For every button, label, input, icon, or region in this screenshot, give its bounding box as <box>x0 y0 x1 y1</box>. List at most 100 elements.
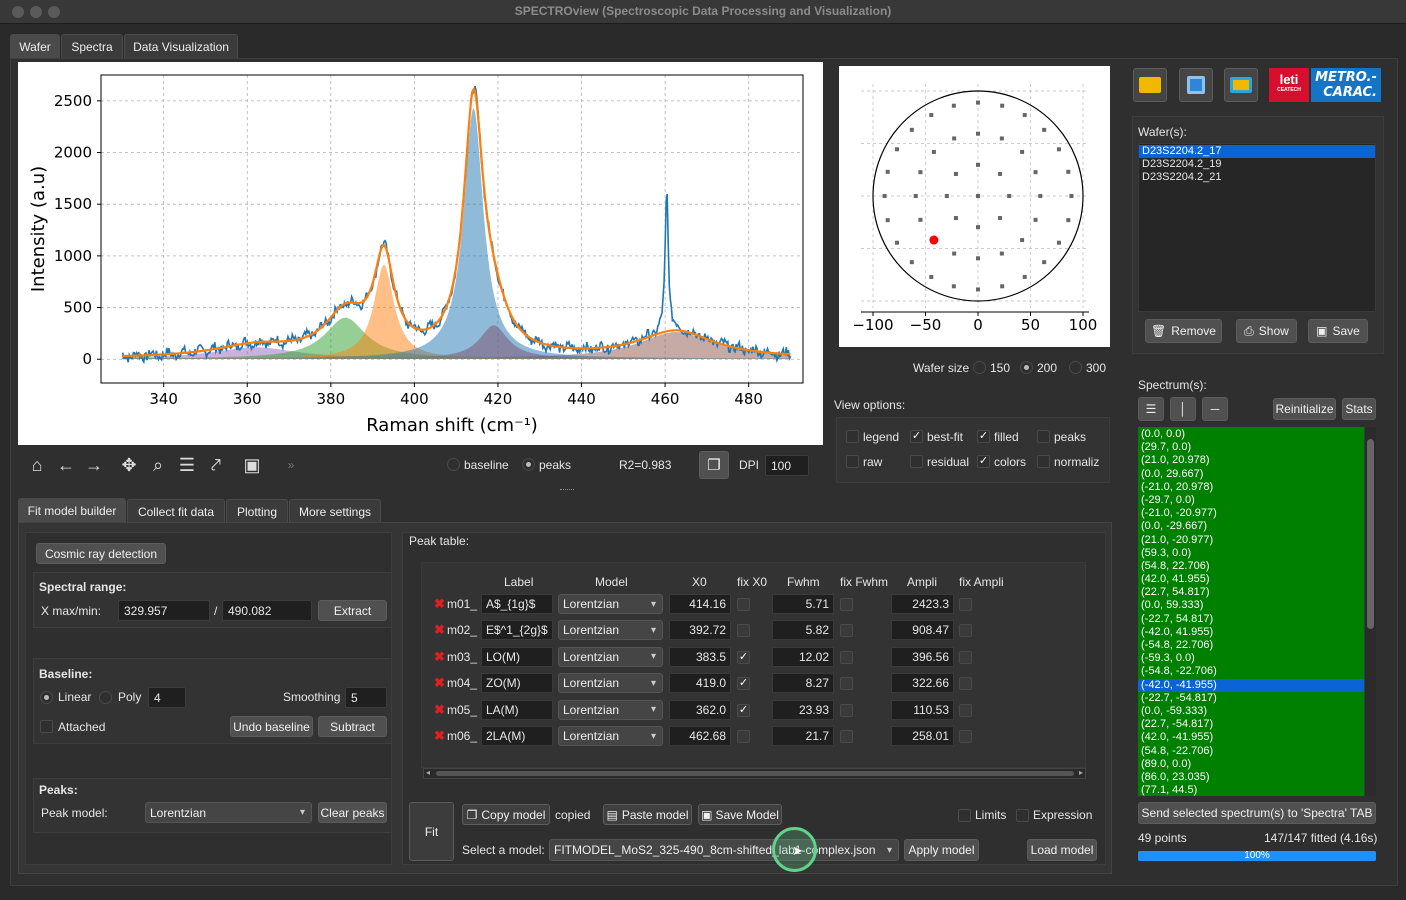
measurement-point[interactable] <box>976 194 980 198</box>
spectrum-list-item[interactable]: (-59.3, 0.0) <box>1141 652 1195 665</box>
fit-button[interactable]: Fit <box>409 802 454 861</box>
attached-checkbox[interactable] <box>40 720 53 733</box>
peak-model-select[interactable]: Lorentzian <box>558 699 663 720</box>
peak-model-select[interactable]: Lorentzian <box>558 673 663 694</box>
measurement-point[interactable] <box>976 256 980 261</box>
spectrum-list-item[interactable]: (0.0, -29.667) <box>1141 520 1208 533</box>
spectrum-list-item[interactable]: (89.0, 0.0) <box>1141 757 1192 770</box>
view-option-checkbox[interactable] <box>1037 430 1050 443</box>
measurement-point[interactable] <box>929 113 934 118</box>
tab-wafer[interactable]: Wafer <box>10 34 60 59</box>
cosmic-ray-button[interactable]: Cosmic ray detection <box>36 543 166 564</box>
delete-peak-icon[interactable]: ✖ <box>434 596 445 611</box>
measurement-point[interactable] <box>1033 217 1038 222</box>
spectrum-list-item[interactable]: (29.7, 0.0) <box>1141 441 1192 454</box>
spectrums-scrollbar[interactable] <box>1364 427 1376 796</box>
peak-fwhm-input[interactable]: 5.82 <box>772 620 834 641</box>
measurement-point[interactable] <box>976 225 980 230</box>
measurement-point[interactable] <box>944 194 949 198</box>
measurement-point[interactable] <box>999 136 1004 141</box>
view-option-checkbox[interactable] <box>846 430 859 443</box>
measurement-point[interactable] <box>976 131 980 136</box>
tab-data-visualization[interactable]: Data Visualization <box>124 34 238 59</box>
measurement-point[interactable] <box>1022 274 1027 279</box>
pan-icon[interactable]: ✥ <box>121 454 137 475</box>
measurement-point[interactable] <box>882 194 887 198</box>
save-model-button[interactable]: ▣ Save Model <box>698 804 782 825</box>
measurement-point[interactable] <box>909 127 914 132</box>
baseline-radio[interactable] <box>447 458 460 471</box>
select-all-button[interactable]: ☰ <box>1138 397 1164 421</box>
measurement-point[interactable] <box>918 217 923 222</box>
tab-plotting[interactable]: Plotting <box>226 499 288 524</box>
measurement-point[interactable] <box>931 149 936 154</box>
fix-fwhm-checkbox[interactable] <box>840 677 853 691</box>
peak-ampli-input[interactable]: 908.47 <box>891 620 954 641</box>
scrollbar-thumb[interactable] <box>1367 439 1374 629</box>
spectrum-list-item[interactable]: (42.0, 41.955) <box>1141 573 1210 586</box>
spectrum-list-item[interactable]: (59.3, 0.0) <box>1141 546 1192 559</box>
wafer-size-300-radio[interactable] <box>1069 361 1082 374</box>
zoom-icon[interactable]: ⌕ <box>152 454 164 475</box>
hscrollbar-thumb[interactable] <box>436 771 1074 776</box>
fix-fwhm-checkbox[interactable] <box>840 624 853 638</box>
peak-model-select[interactable]: Lorentzian <box>558 620 663 641</box>
fix-fwhm-checkbox[interactable] <box>840 703 853 717</box>
save-figure-icon[interactable]: ▣ <box>243 454 261 475</box>
peak-fwhm-input[interactable]: 5.71 <box>772 594 834 614</box>
measurement-point[interactable] <box>1033 170 1038 175</box>
measurement-point[interactable] <box>1066 218 1071 223</box>
wafer-size-150-radio[interactable] <box>973 361 986 374</box>
peak-ampli-input[interactable]: 322.66 <box>891 673 954 694</box>
measurement-point[interactable] <box>976 100 980 105</box>
fix-x0-checkbox[interactable] <box>737 730 750 743</box>
fix-fwhm-checkbox[interactable] <box>840 650 853 664</box>
close-window-icon[interactable] <box>12 6 24 18</box>
limits-checkbox[interactable] <box>958 809 971 822</box>
measurement-point[interactable] <box>918 170 923 175</box>
wafer-list-item[interactable]: D23S2204.2_21 <box>1142 171 1222 184</box>
spectrum-list-item[interactable]: (-21.0, 20.978) <box>1141 480 1214 493</box>
delete-peak-icon[interactable]: ✖ <box>434 701 445 717</box>
measurement-point[interactable] <box>1069 194 1074 198</box>
peak-x0-input[interactable]: 392.72 <box>669 620 731 641</box>
peak-fwhm-input[interactable]: 8.27 <box>772 673 834 694</box>
measurement-point[interactable] <box>1000 284 1005 289</box>
home-icon[interactable]: ⌂ <box>31 454 43 475</box>
delete-peak-icon[interactable]: ✖ <box>434 675 445 691</box>
measurement-point[interactable] <box>909 260 914 265</box>
measurement-point[interactable] <box>885 218 890 223</box>
spectrum-list-item[interactable]: (-22.7, -54.817) <box>1141 691 1217 704</box>
measurement-point[interactable] <box>929 274 934 279</box>
spectrum-list-item[interactable]: (42.0, -41.955) <box>1141 731 1214 744</box>
send-to-spectra-button[interactable]: Send selected spectrum(s) to 'Spectra' T… <box>1138 802 1376 824</box>
splitter-handle[interactable] <box>560 489 574 491</box>
spectrum-list-item[interactable]: (0.0, 59.333) <box>1141 599 1204 612</box>
view-option-checkbox[interactable]: ✓ <box>977 430 990 443</box>
wafers-list[interactable]: D23S2204.2_17 D23S2204.2_19 D23S2204.2_21 <box>1138 143 1376 312</box>
measurement-point[interactable] <box>1007 194 1012 198</box>
peak-x0-input[interactable]: 419.0 <box>669 673 731 694</box>
peak-label-input[interactable]: LO(M) <box>481 646 553 667</box>
measurement-point[interactable] <box>951 284 956 289</box>
measurement-point[interactable] <box>913 194 918 198</box>
stats-button[interactable]: Stats <box>1342 398 1376 420</box>
tab-fit-model-builder[interactable]: Fit model builder <box>18 498 126 523</box>
scroll-right-icon[interactable]: ▸ <box>1078 768 1083 777</box>
measurement-point[interactable] <box>998 171 1003 176</box>
tab-more-settings[interactable]: More settings <box>289 499 381 524</box>
spectrum-list-item[interactable]: (22.7, -54.817) <box>1141 718 1214 731</box>
linear-radio[interactable] <box>40 691 53 704</box>
xmin-input[interactable]: 329.957 <box>118 600 210 621</box>
measurement-point[interactable] <box>885 169 890 174</box>
poly-radio[interactable] <box>99 691 112 704</box>
configure-subplots-icon[interactable]: ☰ <box>178 454 196 475</box>
peak-ampli-input[interactable]: 110.53 <box>891 699 954 720</box>
view-option-checkbox[interactable] <box>1037 455 1050 468</box>
measurement-point[interactable] <box>976 162 980 167</box>
spectrum-list-item[interactable]: (-29.7, 0.0) <box>1141 493 1195 506</box>
peak-label-input[interactable]: 2LA(M) <box>481 726 553 746</box>
fix-ampli-checkbox[interactable] <box>959 677 972 691</box>
spectrum-list-item[interactable]: (77.1, 44.5) <box>1141 784 1198 796</box>
fix-x0-checkbox[interactable] <box>737 598 750 611</box>
